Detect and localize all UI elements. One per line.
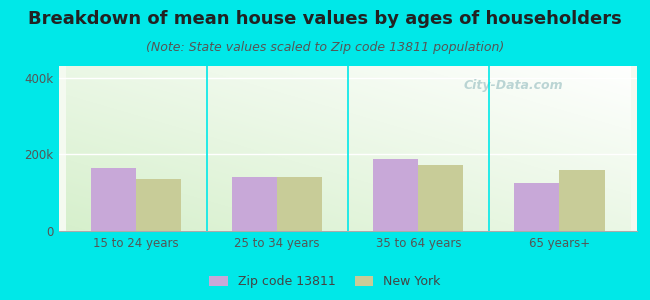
Legend: Zip code 13811, New York: Zip code 13811, New York xyxy=(207,273,443,291)
Bar xyxy=(136,179,181,231)
Bar xyxy=(373,159,419,231)
Bar xyxy=(514,183,560,231)
Bar xyxy=(91,169,136,231)
Bar xyxy=(232,177,277,231)
Text: City-Data.com: City-Data.com xyxy=(463,79,563,92)
Bar xyxy=(419,165,463,231)
Text: (Note: State values scaled to Zip code 13811 population): (Note: State values scaled to Zip code 1… xyxy=(146,40,504,53)
Bar xyxy=(560,170,604,231)
Bar xyxy=(277,177,322,231)
Text: Breakdown of mean house values by ages of householders: Breakdown of mean house values by ages o… xyxy=(28,11,622,28)
